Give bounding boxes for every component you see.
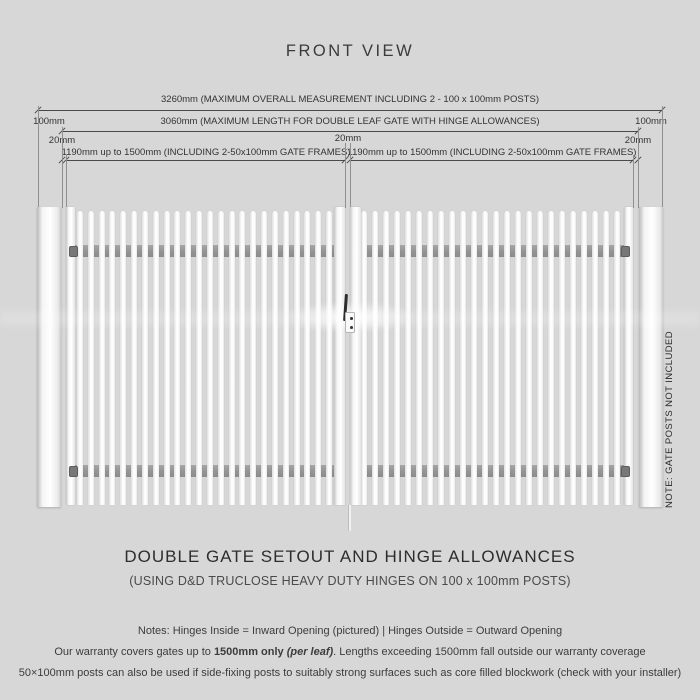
dim-leaf-right-line — [350, 160, 633, 161]
dim-post-left-label: 100mm — [33, 116, 65, 127]
gate-slat — [163, 211, 170, 505]
gate-stile-outer — [624, 207, 633, 505]
extension-line — [662, 106, 663, 208]
gate-slat — [372, 211, 378, 505]
gate-slat — [559, 211, 565, 505]
gate-slat — [537, 211, 543, 505]
gate-slat — [77, 211, 83, 505]
gate-slat — [460, 211, 466, 505]
gate-slat — [416, 211, 422, 505]
latch-screw-icon — [350, 326, 353, 329]
dim-leaf-left-line — [66, 160, 345, 161]
gate-slat — [394, 211, 400, 505]
gate-slat — [228, 211, 235, 505]
extension-line — [66, 155, 67, 208]
gate-slat — [526, 211, 532, 505]
gate-slat — [185, 211, 192, 505]
gate-slat — [282, 211, 289, 505]
gate-slat — [449, 211, 455, 505]
latch-screw-icon — [350, 317, 353, 320]
dim-hinge-gap-center-label: 20mm — [334, 133, 362, 144]
gate-stile-inner — [334, 207, 345, 505]
gate-slat — [471, 211, 477, 505]
extension-line — [345, 143, 346, 208]
gate-slat — [603, 211, 609, 505]
gate-slat — [315, 211, 322, 505]
page-title: FRONT VIEW — [285, 42, 415, 60]
dim-overall-label: 3260mm (MAXIMUM OVERALL MEASUREMENT INCL… — [161, 94, 539, 105]
dim-post-right-label: 100mm — [635, 116, 667, 127]
hinge-icon — [621, 246, 630, 257]
gate-slat — [261, 211, 268, 505]
gate-slat — [581, 211, 587, 505]
hinge-icon — [69, 246, 78, 257]
gate-slat — [482, 211, 488, 505]
note2-bold-italic: (per leaf) — [286, 646, 334, 658]
gate-stile-outer — [66, 207, 75, 505]
drop-bolt — [348, 505, 351, 531]
dim-double-leaf-label: 3060mm (MAXIMUM LENGTH FOR DOUBLE LEAF G… — [160, 116, 540, 127]
gate-slat — [120, 211, 127, 505]
dim-leaf-left-label: 1190mm up to 1500mm (INCLUDING 2-50x100m… — [61, 147, 351, 158]
gate-slat — [206, 211, 213, 505]
extension-line — [638, 127, 639, 208]
gate-slat — [326, 211, 332, 505]
diagram-heading: DOUBLE GATE SETOUT AND HINGE ALLOWANCES — [124, 547, 576, 566]
gate-slat — [141, 211, 148, 505]
gate-slat — [361, 211, 367, 505]
gate-slat — [217, 211, 224, 505]
extension-line — [633, 155, 634, 208]
extension-line — [38, 106, 39, 208]
footer-note-2: Our warranty covers gates up to 1500mm o… — [0, 646, 700, 658]
gate-slat — [174, 211, 181, 505]
hinge-icon — [69, 466, 78, 477]
gate-leaf-left — [66, 207, 345, 505]
latch-plate — [345, 312, 355, 333]
gate-slat — [131, 211, 138, 505]
note2-prefix: Our warranty covers gates up to — [54, 646, 214, 658]
extension-line — [62, 127, 63, 208]
gate-slat — [271, 211, 278, 505]
gate-slat — [405, 211, 411, 505]
gate-slat — [493, 211, 499, 505]
gate-slat — [250, 211, 257, 505]
gate-slat — [109, 211, 116, 505]
gate-slat — [427, 211, 433, 505]
gate-stile-inner — [350, 207, 361, 505]
footer-note-1: Notes: Hinges Inside = Inward Opening (p… — [137, 625, 563, 637]
gate-slat — [570, 211, 576, 505]
gate-slat — [196, 211, 203, 505]
gate-slat — [504, 211, 510, 505]
gate-slat — [152, 211, 159, 505]
note-gate-posts: NOTE: GATE POSTS NOT INCLUDED — [664, 331, 675, 508]
gate-slat — [548, 211, 554, 505]
gate-slat — [98, 211, 105, 505]
dim-double-leaf-line — [62, 131, 638, 132]
gate-post-right — [639, 207, 663, 507]
gate-slat — [592, 211, 598, 505]
gate-leaf-right — [350, 207, 633, 505]
note2-bold: 1500mm only — [213, 646, 287, 658]
hinge-icon — [621, 466, 630, 477]
gate-slat — [383, 211, 389, 505]
extension-line — [350, 143, 351, 208]
gate-slat — [438, 211, 444, 505]
gate-post-left — [37, 207, 61, 507]
dim-overall-line — [38, 110, 662, 111]
gate-slat — [87, 211, 94, 505]
gate-slat — [614, 211, 620, 505]
gate-slat — [304, 211, 311, 505]
diagram-subheading: (USING D&D TRUCLOSE HEAVY DUTY HINGES ON… — [129, 574, 571, 588]
gate-slat — [515, 211, 521, 505]
dim-leaf-right-label: 1190mm up to 1500mm (INCLUDING 2-50x100m… — [347, 147, 637, 158]
gate-slat — [293, 211, 300, 505]
note2-suffix: . Lengths exceeding 1500mm fall outside … — [333, 646, 646, 658]
gate-slat — [239, 211, 246, 505]
footer-note-3: 50×100mm posts can also be used if side-… — [18, 667, 682, 679]
